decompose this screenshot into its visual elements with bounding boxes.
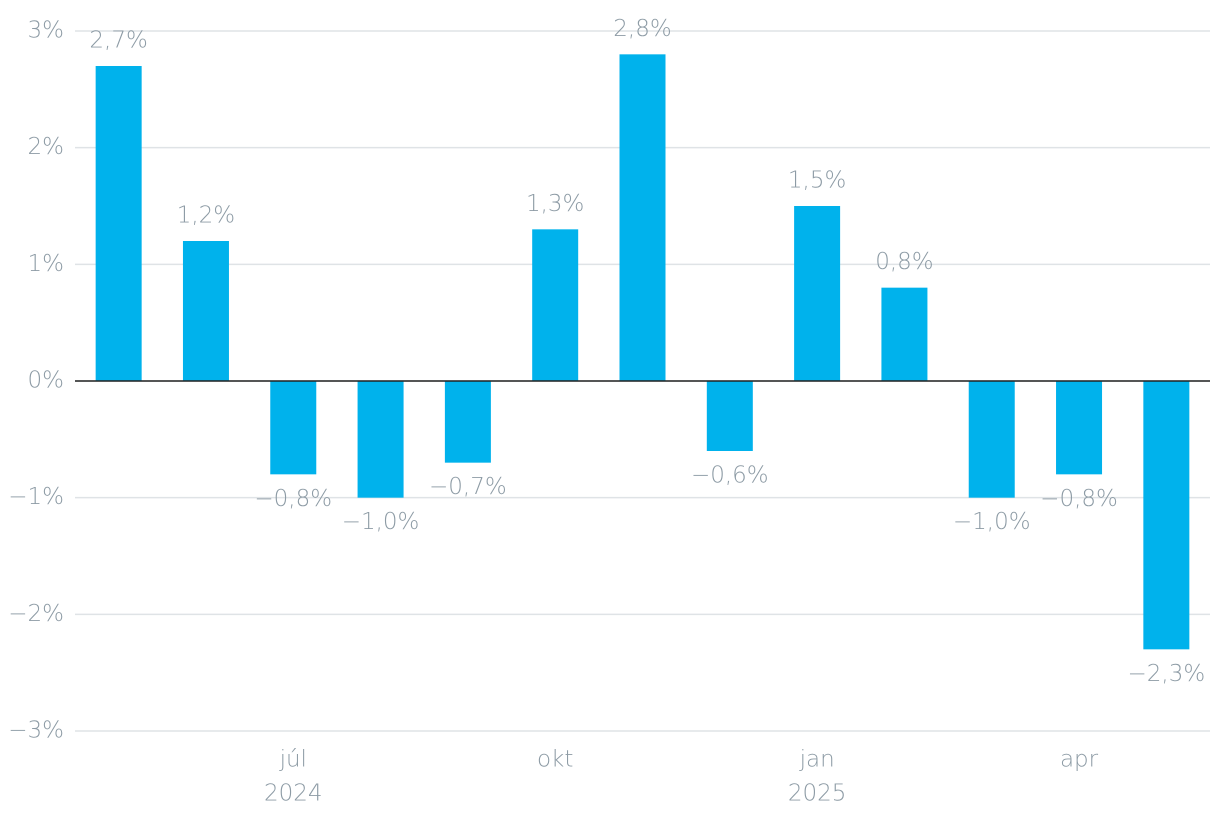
bar [95, 66, 142, 381]
bar [182, 241, 229, 381]
x-tick-label: júl [279, 747, 307, 773]
bar [968, 381, 1015, 498]
value-label: 1,3% [526, 191, 584, 217]
value-label: −0,8% [1040, 486, 1118, 512]
x-group-label: 2024 [264, 781, 323, 807]
y-tick-label: −3% [8, 718, 64, 744]
x-tick-label: apr [1060, 747, 1099, 773]
bar [532, 229, 579, 381]
y-tick-label: 1% [28, 251, 65, 277]
value-label: 0,8% [875, 249, 933, 275]
bar [270, 381, 317, 475]
bar [1143, 381, 1190, 650]
value-label: 2,8% [613, 16, 671, 42]
bar [794, 206, 841, 381]
value-label: −0,8% [254, 486, 332, 512]
value-label: −0,6% [691, 463, 769, 489]
value-label: −1,0% [342, 509, 420, 535]
value-label: 1,5% [788, 168, 846, 194]
value-label: 2,7% [89, 28, 147, 54]
bar [357, 381, 404, 498]
bar [619, 54, 666, 381]
value-label: 1,2% [177, 203, 235, 229]
bar [881, 287, 928, 381]
value-label: −1,0% [953, 509, 1031, 535]
bar [706, 381, 753, 451]
y-tick-label: 0% [28, 368, 65, 394]
y-tick-label: −2% [8, 601, 64, 627]
bar [1056, 381, 1103, 475]
x-tick-label: okt [537, 747, 573, 773]
y-tick-label: −1% [8, 484, 64, 510]
value-label: −2,3% [1127, 661, 1205, 687]
bar [444, 381, 491, 463]
x-group-label: 2025 [788, 781, 847, 807]
x-tick-label: jan [799, 747, 835, 773]
y-tick-label: 2% [28, 134, 65, 160]
value-label: −0,7% [429, 474, 507, 500]
y-tick-label: 3% [28, 18, 65, 44]
